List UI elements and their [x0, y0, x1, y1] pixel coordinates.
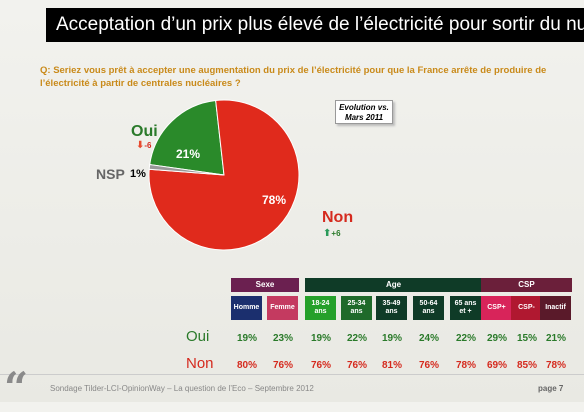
column-header: Homme: [231, 296, 262, 320]
table-cell: 78%: [455, 360, 476, 371]
pie-slice-nsp: [148, 163, 225, 176]
column-header: 35-49 ans: [376, 296, 407, 320]
evolution-oui-value: -6: [144, 141, 152, 150]
group-header-age: Age: [305, 278, 482, 292]
table-cell: 76%: [272, 360, 293, 371]
table-cell: 80%: [236, 360, 257, 371]
evolution-non: ⬆+6: [323, 228, 341, 239]
pie-label-oui: Oui: [131, 123, 158, 140]
row-label-oui: Oui: [186, 328, 210, 345]
table-cell: 19%: [236, 333, 257, 344]
pie-value-nsp: 1%: [130, 168, 146, 180]
footer-source: Sondage Tilder-LCI-OpinionWay – La quest…: [50, 384, 314, 393]
table-cell: 81%: [381, 360, 402, 371]
arrow-up-icon: ⬆: [323, 228, 332, 239]
page-number: page 7: [538, 384, 564, 393]
group-header-csp: CSP: [481, 278, 572, 292]
table-cell: 23%: [272, 333, 293, 344]
table-cell: 76%: [418, 360, 439, 371]
table-cell: 21%: [545, 333, 566, 344]
pie-value-non: 78%: [262, 193, 287, 207]
table-cell: 22%: [455, 333, 476, 344]
pie-label-nsp: NSP: [96, 166, 125, 182]
table-cell: 76%: [346, 360, 367, 371]
question-text: Q: Seriez vous prêt à accepter une augme…: [40, 65, 547, 89]
column-header: 18-24 ans: [305, 296, 336, 320]
evolution-non-value: +6: [331, 229, 341, 238]
column-header: Femme: [267, 296, 298, 320]
table-cell: 78%: [545, 360, 566, 371]
pie-label-non: Non: [322, 209, 354, 226]
footer: [0, 374, 584, 402]
table-cell: 76%: [310, 360, 331, 371]
column-header: 25-34 ans: [341, 296, 372, 320]
arrow-down-icon: ⬇: [136, 140, 145, 151]
row-label-non: Non: [186, 355, 214, 372]
column-header: CSP-: [511, 296, 542, 320]
table-cell: 24%: [418, 333, 439, 344]
column-header: 65 ans et +: [450, 296, 481, 320]
group-header-sexe: Sexe: [231, 278, 299, 292]
table-cell: 85%: [516, 360, 537, 371]
evolution-note: Evolution vs. Mars 2011: [335, 100, 393, 124]
table-cell: 22%: [346, 333, 367, 344]
column-header: Inactif: [540, 296, 571, 320]
column-header: 50-64 ans: [413, 296, 444, 320]
table-cell: 69%: [486, 360, 507, 371]
table-cell: 15%: [516, 333, 537, 344]
table-cell: 19%: [381, 333, 402, 344]
pie-value-oui: 21%: [176, 147, 201, 161]
table-cell: 19%: [310, 333, 331, 344]
pie-slice-oui: [149, 99, 225, 176]
page-title: Acceptation d’un prix plus élevé de l’él…: [46, 8, 584, 42]
table-cell: 29%: [486, 333, 507, 344]
pie-chart: [148, 99, 300, 251]
column-header: CSP+: [481, 296, 512, 320]
quote-logo-icon: “: [4, 363, 29, 412]
evolution-oui: ⬇-6: [136, 140, 152, 151]
